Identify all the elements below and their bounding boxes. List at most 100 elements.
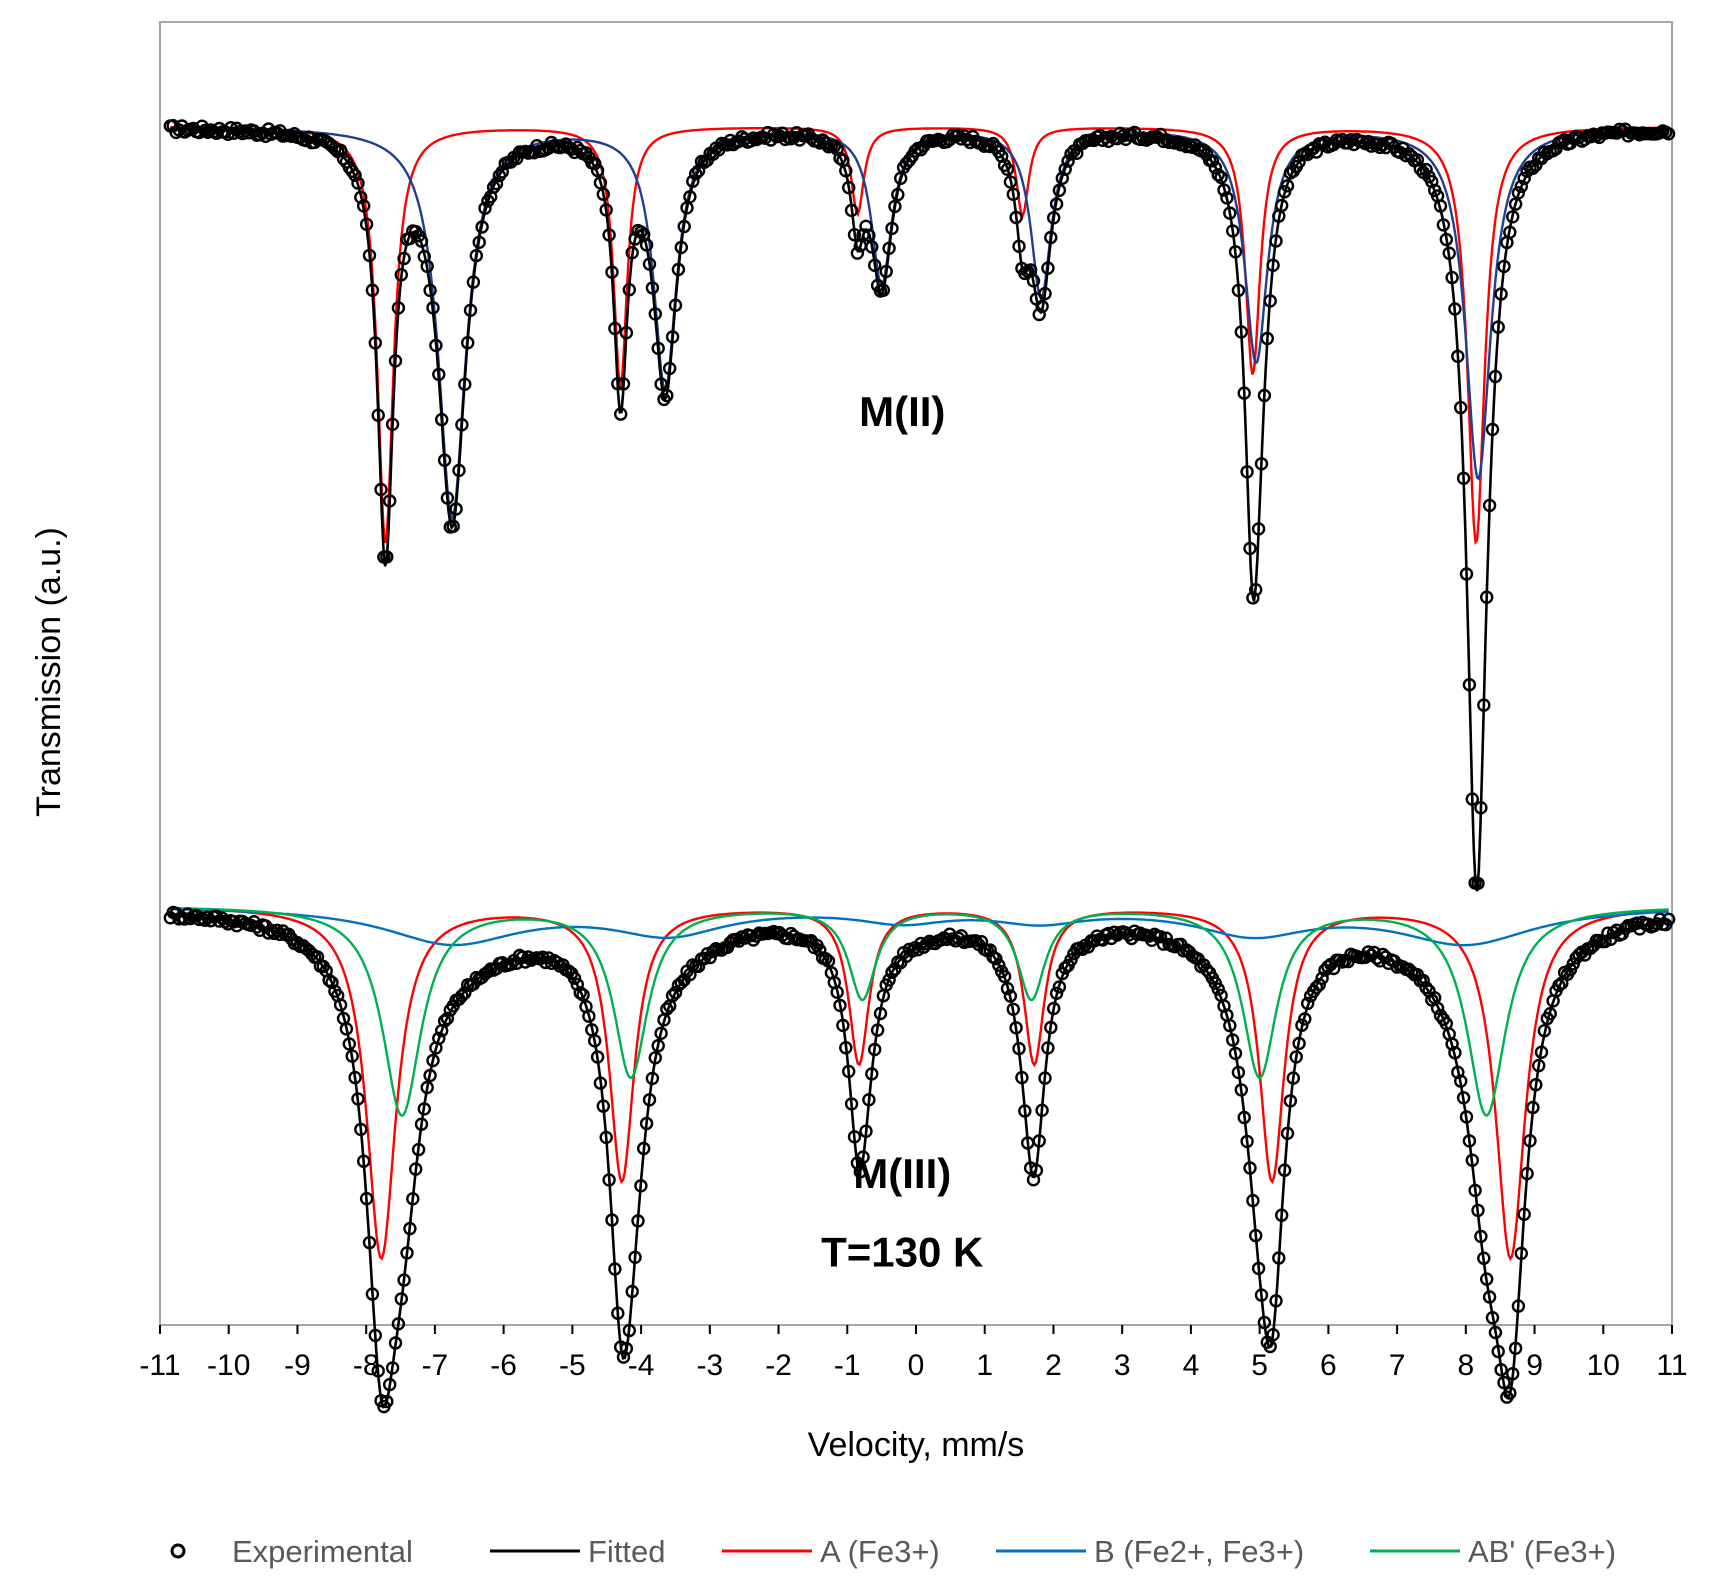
x-tick-label: 1 (976, 1349, 993, 1382)
experimental-point (1482, 498, 1497, 513)
experimental-point (273, 927, 287, 942)
experimental-point (611, 1306, 625, 1320)
x-tick-label: 2 (1045, 1349, 1062, 1382)
x-tick-label: -1 (834, 1349, 861, 1382)
experimental-point (1246, 1193, 1260, 1208)
experimental-point (1032, 1134, 1046, 1148)
experimental-point (1044, 230, 1058, 245)
annotation-m-iii: M(III) (853, 1150, 951, 1197)
x-axis: -11 -10 -9 -8 -7 -6 -5 -4 -3 -2 -1 0 1 2 3 4 5 6 7 8 9 10 11 (139, 1325, 1688, 1382)
x-tick-label: 3 (1114, 1349, 1131, 1382)
experimental-point (668, 298, 683, 312)
experimental-point (974, 935, 989, 949)
x-tick-label: 7 (1389, 1349, 1406, 1382)
experimental-point (599, 1130, 613, 1145)
experimental-point (1511, 1299, 1526, 1313)
experimental-point (1477, 1251, 1491, 1265)
x-axis-title: Velocity, mm/s (808, 1426, 1025, 1464)
experimental-point (1471, 876, 1485, 891)
experimental-point (1448, 302, 1462, 316)
experimental-point (1503, 225, 1517, 239)
experimental-point (639, 238, 654, 252)
experimental-point (1205, 154, 1220, 168)
experimental-point (1003, 989, 1018, 1003)
experimental-point (333, 143, 348, 158)
experimental-point (668, 985, 683, 1000)
x-tick-label: -9 (284, 1349, 311, 1382)
x-tick-label: 0 (908, 1349, 925, 1382)
experimental-point (616, 377, 631, 391)
experimental-point (1445, 270, 1459, 285)
experimental-point (619, 326, 634, 340)
experimental-point (1251, 522, 1266, 536)
x-tick-label: 4 (1183, 1349, 1200, 1382)
experimental-point (397, 1273, 411, 1287)
experimental-point (743, 134, 758, 148)
experimental-point (844, 1097, 859, 1111)
experimental-point (423, 1068, 437, 1083)
curve-b-m-iii (170, 908, 1669, 947)
experimental-point (1269, 1294, 1283, 1308)
experimental-point (856, 1150, 870, 1164)
experimental-point (435, 412, 449, 427)
curve-a-m-iii (170, 907, 1669, 1262)
x-tick-label: -11 (139, 1349, 180, 1382)
experimental-point (602, 1173, 616, 1187)
experimental-point (1266, 258, 1280, 272)
experimental-point (1029, 1163, 1044, 1178)
experimental-point (1459, 1110, 1474, 1124)
experimental-point (380, 550, 394, 564)
experimental-point (611, 377, 625, 391)
experimental-point (1243, 541, 1257, 556)
experimental-point (622, 283, 636, 297)
experimental-point (1468, 1183, 1482, 1198)
experimental-point (645, 1071, 660, 1086)
experimental-point (1263, 1339, 1277, 1354)
experimental-point (394, 1292, 408, 1306)
experimental-point (345, 1049, 359, 1063)
experimental-point (1529, 1077, 1543, 1092)
experimental-point (380, 1394, 394, 1409)
experimental-point (862, 1093, 876, 1107)
experimental-point (651, 341, 665, 355)
experimental-point (397, 251, 411, 266)
experimental-point (847, 227, 862, 242)
experimental-point (1517, 171, 1531, 186)
experimental-point (489, 176, 504, 191)
experimental-point (1465, 792, 1480, 806)
experimental-point (1445, 1037, 1459, 1051)
experimental-point (414, 234, 429, 248)
experimental-point (1453, 1074, 1468, 1088)
experimental-point (1526, 161, 1540, 176)
experimental-point (1300, 996, 1315, 1011)
experimental-point (1231, 1065, 1246, 1080)
experimental-point (1482, 1290, 1497, 1304)
experimental-point (619, 1341, 634, 1356)
experimental-point (1526, 1100, 1540, 1115)
experimental-point (420, 259, 434, 273)
experimental-point (1272, 1251, 1286, 1265)
experimental-point (888, 199, 902, 214)
experimental-point (1312, 977, 1327, 992)
experimental-point (576, 988, 590, 1002)
experimental-point (1433, 199, 1448, 213)
experimental-point (1248, 583, 1263, 597)
experimental-point (588, 1034, 602, 1048)
experimental-point (1430, 1001, 1445, 1015)
experimental-point (368, 336, 382, 350)
experimental-point (1153, 930, 1168, 944)
experimental-point (342, 1037, 356, 1051)
x-tick-label: -10 (207, 1349, 250, 1382)
experimental-point (354, 190, 368, 205)
experimental-point (1477, 698, 1491, 712)
experimental-point (1228, 1046, 1243, 1061)
experimental-point (1517, 1207, 1531, 1221)
experimental-point (1505, 1366, 1520, 1381)
experimental-point (865, 240, 879, 254)
experimental-point (1485, 422, 1500, 437)
annotation-m-ii: M(II) (859, 388, 945, 435)
experimental-point (556, 139, 570, 154)
experimental-point (1298, 1012, 1312, 1026)
experimental-point (1041, 1041, 1055, 1055)
experimental-point (1416, 973, 1430, 988)
